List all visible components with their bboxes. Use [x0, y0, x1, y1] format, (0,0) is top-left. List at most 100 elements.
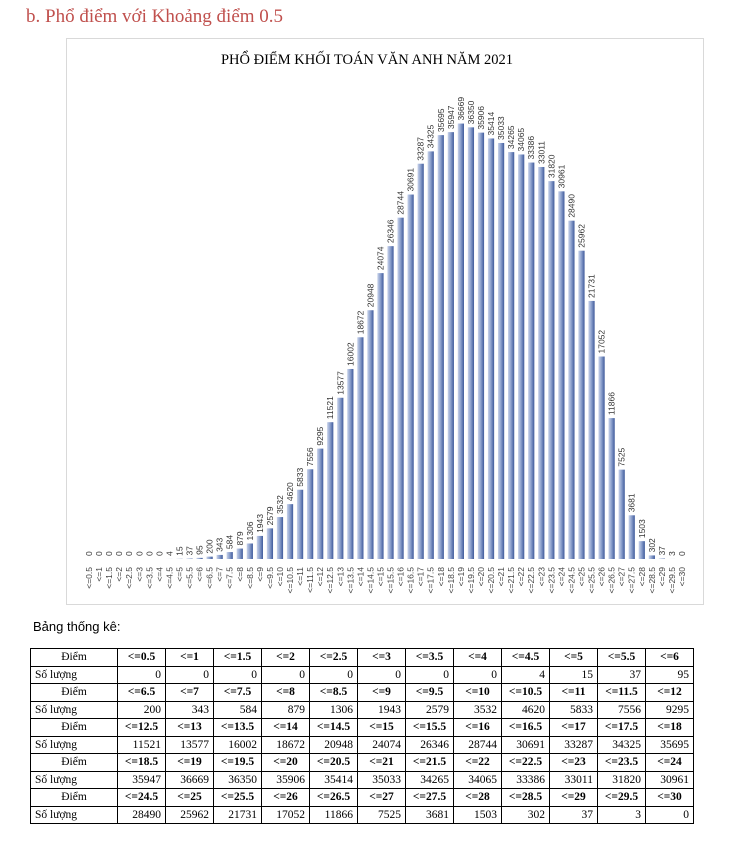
- x-tick-label: <=3.5: [144, 567, 154, 589]
- x-axis: <=0.5 <=1 <=1.5 <=2 <=2.5 <=3 <=3.5 <=4 <=4.5 <=5…: [84, 567, 687, 594]
- count-cell: 343: [165, 700, 214, 719]
- x-tick-label: <=28: [637, 567, 647, 587]
- data-label: 7556: [305, 447, 315, 466]
- score-cell: <=6: [645, 648, 694, 667]
- count-cell: 35695: [645, 735, 694, 754]
- data-label: 15: [174, 546, 184, 556]
- bar: [246, 543, 253, 559]
- score-cell: <=5: [549, 648, 598, 667]
- x-tick-label: <=12.5: [325, 567, 335, 594]
- count-cell: 13577: [165, 735, 214, 754]
- score-row-label: Điểm: [30, 683, 118, 702]
- x-tick-label: <=22.5: [526, 567, 536, 594]
- x-tick-label: <=16: [396, 567, 406, 587]
- data-label: 33011: [536, 141, 546, 164]
- data-label: 0: [154, 551, 164, 556]
- x-tick-label: <=30: [677, 567, 687, 587]
- bar: [196, 557, 203, 559]
- x-tick-label: <=26.5: [607, 567, 617, 594]
- bar: [256, 535, 263, 559]
- count-cell: 33011: [549, 770, 598, 789]
- count-cell: 37: [549, 805, 598, 824]
- data-label: 17052: [597, 330, 607, 354]
- data-label: 28744: [396, 191, 406, 215]
- score-cell: <=22: [453, 753, 502, 772]
- bar: [266, 528, 274, 559]
- bar: [548, 181, 555, 559]
- bar: [307, 469, 314, 559]
- count-row-label: Số lượng: [30, 770, 118, 789]
- score-cell: <=25: [165, 788, 214, 807]
- bar: [558, 191, 565, 559]
- bar: [417, 163, 424, 559]
- score-cell: <=12: [645, 683, 694, 702]
- bar: [487, 138, 495, 559]
- bar: [598, 356, 605, 559]
- count-row: Số lượng 11521 13577 16002 18672 20948 24074 26…: [30, 735, 694, 754]
- x-tick-label: <=13.5: [345, 567, 355, 594]
- data-label: 343: [215, 537, 225, 551]
- x-tick-label: <=19.5: [466, 567, 476, 594]
- bar: [296, 489, 304, 559]
- x-tick-label: <=20.5: [486, 567, 496, 594]
- score-cell: <=16: [453, 718, 502, 737]
- x-tick-label: <=12: [315, 567, 325, 587]
- score-cell: <=26.5: [309, 788, 358, 807]
- count-row-label: Số lượng: [30, 805, 118, 824]
- count-cell: 0: [357, 665, 406, 684]
- count-cell: 20948: [309, 735, 358, 754]
- score-cell: <=15.5: [405, 718, 454, 737]
- count-cell: 21731: [213, 805, 262, 824]
- score-row: Điểm <=24.5 <=25 <=25.5 <=26 <=26.5 <=27 <=27.5…: [30, 788, 694, 807]
- count-cell: 2579: [405, 700, 454, 719]
- x-tick-label: <=15: [375, 567, 385, 587]
- score-cell: <=11.5: [597, 683, 646, 702]
- count-cell: 33386: [501, 770, 550, 789]
- score-cell: <=30: [645, 788, 694, 807]
- count-row: Số lượng 35947 36669 36350 35906 35414 35033 34…: [30, 770, 694, 789]
- count-cell: 37: [597, 665, 646, 684]
- data-label: 24074: [375, 246, 385, 270]
- count-cell: 34325: [597, 735, 646, 754]
- bars: [166, 123, 676, 560]
- score-cell: <=2: [261, 648, 310, 667]
- x-tick-label: <=9.5: [265, 567, 275, 589]
- x-tick-label: <=1: [94, 567, 104, 582]
- data-label: 3532: [275, 495, 285, 514]
- score-cell: <=20: [261, 753, 310, 772]
- x-tick-label: <=14: [355, 567, 365, 587]
- score-row: Điểm <=6.5 <=7 <=7.5 <=8 <=8.5 <=9 <=9.5 <=10 <=1…: [30, 683, 694, 702]
- count-row-label: Số lượng: [30, 735, 118, 754]
- bar: [578, 250, 585, 559]
- x-tick-label: <=6.5: [205, 567, 215, 589]
- bar: [357, 337, 364, 559]
- x-tick-label: <=9: [255, 567, 265, 582]
- count-cell: 95: [645, 665, 694, 684]
- score-cell: <=10.5: [501, 683, 550, 702]
- bar: [347, 368, 354, 559]
- data-label: 28490: [566, 194, 576, 218]
- score-cell: <=11: [549, 683, 598, 702]
- data-label: 21731: [587, 274, 597, 298]
- data-label: 2579: [265, 506, 275, 525]
- data-label: 7525: [617, 447, 627, 466]
- score-cell: <=13: [165, 718, 214, 737]
- x-tick-label: <=11: [295, 567, 305, 586]
- data-label: 9295: [315, 426, 325, 445]
- data-labels: 0 0 0 0 0 0 0 0 4 15 37 95 200 343 584 879 1306 1943 25793…: [84, 97, 687, 556]
- data-label: 18672: [355, 310, 365, 334]
- x-tick-label: <=5.5: [185, 567, 195, 589]
- score-cell: <=27: [357, 788, 406, 807]
- count-cell: 879: [261, 700, 310, 719]
- x-tick-label: <=25.5: [587, 567, 597, 594]
- count-cell: 1943: [357, 700, 406, 719]
- chart-container: PHỔ ĐIỂM KHỐI TOÁN VĂN ANH NĂM 2021 0500…: [66, 38, 704, 605]
- count-cell: 28744: [453, 735, 502, 754]
- x-tick-label: <=26: [597, 567, 607, 587]
- score-row-label: Điểm: [30, 753, 118, 772]
- score-cell: <=9: [357, 683, 406, 702]
- data-label: 35906: [476, 106, 486, 130]
- x-tick-label: <=4.5: [164, 567, 174, 589]
- count-cell: 15: [549, 665, 598, 684]
- bar: [608, 418, 615, 559]
